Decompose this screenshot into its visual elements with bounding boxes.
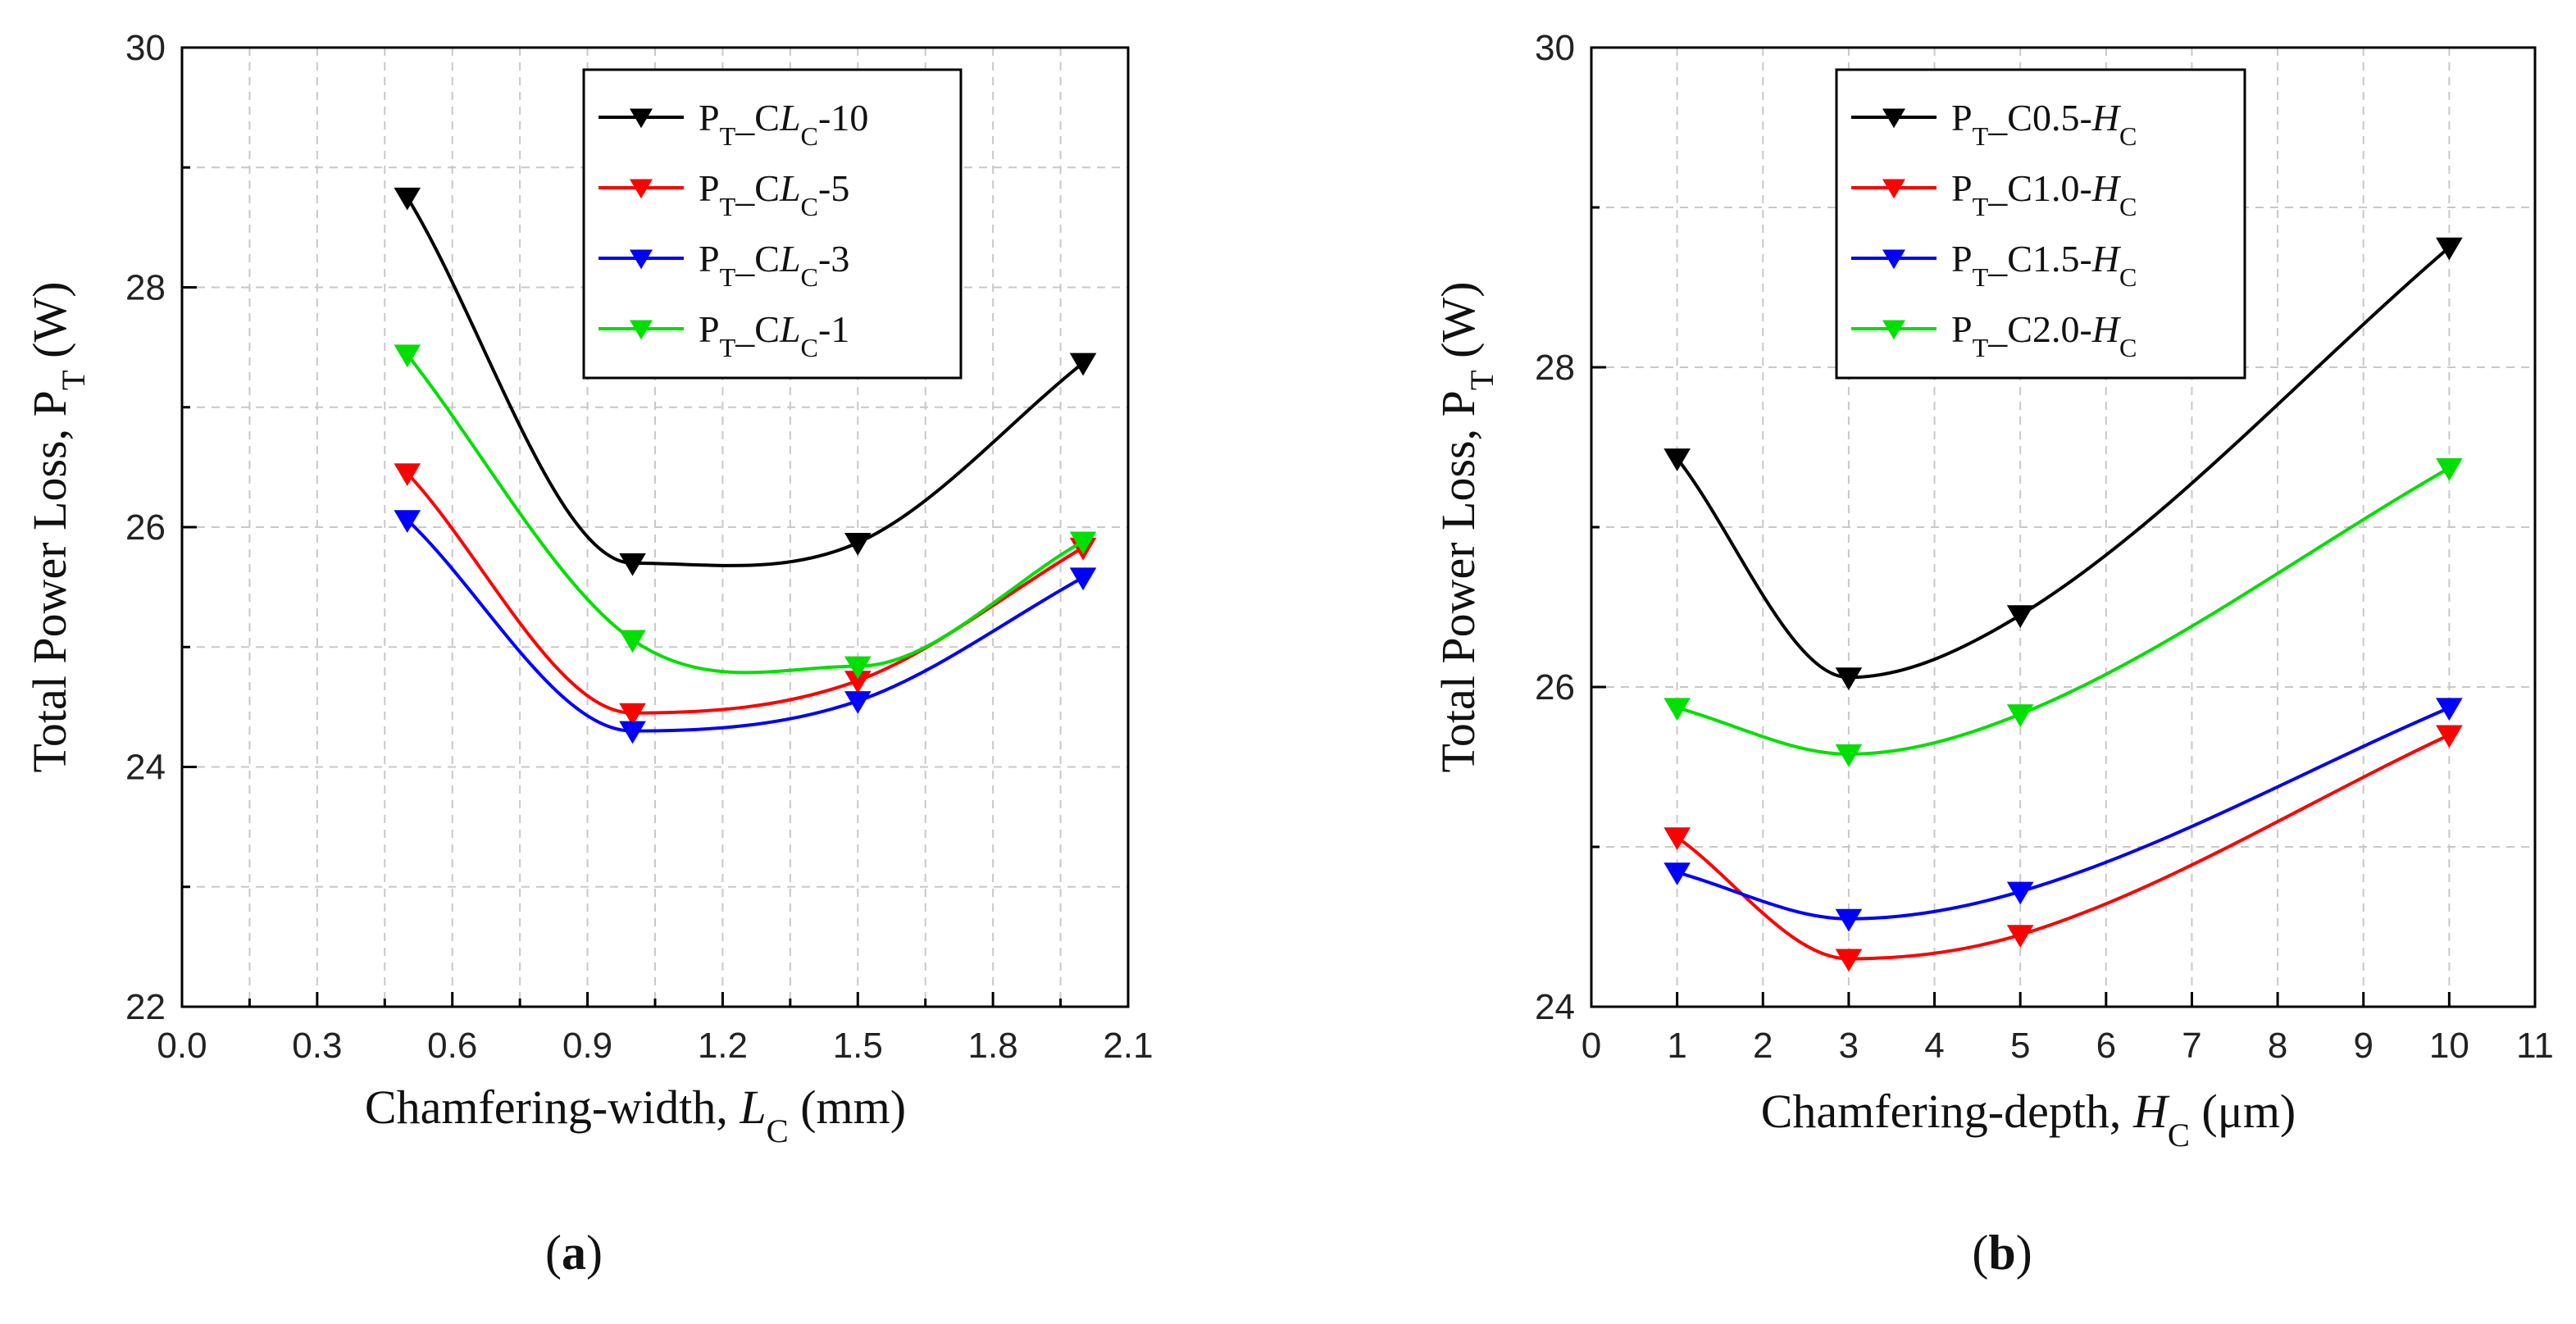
data-point-s3-3 xyxy=(2436,457,2463,481)
series-line-3 xyxy=(406,353,1085,675)
x-tick-label: 2.1 xyxy=(1103,1026,1153,1066)
legend-label-3: PT_CLC-1 xyxy=(699,308,849,362)
legend-marker-1 xyxy=(630,179,653,199)
data-point-s3-2 xyxy=(2006,704,2034,727)
legend-marker-0 xyxy=(1882,108,1905,129)
series-line-2 xyxy=(406,518,1085,733)
series-line-0 xyxy=(1676,246,2451,680)
data-point-s1-1 xyxy=(619,703,646,726)
legend: PT_CLC-10 PT_CLC-5 PT_CLC-3 PT_CLC-1 xyxy=(582,68,963,380)
chart-panel-a: 0.0 0.3 0.6 0.9 1.2 1.5 1.8 2.1 22 24 26 28 30 Chamfe… xyxy=(23,28,1154,1280)
series-line-1 xyxy=(1676,733,2451,961)
legend-marker-2 xyxy=(1882,249,1905,270)
y-tick-label: 24 xyxy=(1535,987,1575,1027)
legend-label-2: PT_C1.5-HC xyxy=(1951,238,2137,292)
data-point-s2-1 xyxy=(619,721,646,744)
x-tick-label: 0.0 xyxy=(157,1026,207,1066)
data-point-s0-1 xyxy=(619,553,646,576)
series-line-2 xyxy=(1677,706,2451,921)
x-axis-title: Chamfering-width, LC (mm) xyxy=(365,1081,906,1149)
legend-label-0: PT_C0.5-HC xyxy=(1951,97,2137,151)
data-point-s3-1 xyxy=(1835,744,1863,767)
data-point-s3-0 xyxy=(394,344,421,368)
chart-panel-b: 0 1 2 3 4 5 6 7 8 9 10 11 24 26 28 30 Chamfering-depth, … xyxy=(1431,28,2554,1280)
x-tick-label: 0 xyxy=(1582,1026,1601,1066)
x-tick-label: 7 xyxy=(2182,1026,2201,1066)
y-tick-label: 26 xyxy=(1535,667,1575,707)
data-point-s0-3 xyxy=(2436,237,2463,261)
x-tick-label: 8 xyxy=(2268,1026,2287,1066)
legend-label-3: PT_C2.0-HC xyxy=(1951,308,2137,362)
x-axis-title: Chamfering-depth, HC (μm) xyxy=(1761,1085,2296,1153)
data-point-s2-2 xyxy=(844,691,872,714)
data-point-s0-3 xyxy=(1069,353,1097,376)
data-point-s1-0 xyxy=(1663,827,1691,851)
x-tick-label: 6 xyxy=(2096,1026,2116,1066)
x-tick-label: 11 xyxy=(2516,1026,2554,1066)
y-tick-label: 24 xyxy=(125,748,166,788)
data-point-s2-0 xyxy=(1663,862,1691,885)
data-point-s2-3 xyxy=(2436,698,2463,721)
data-point-s0-2 xyxy=(844,533,872,556)
data-point-s0-0 xyxy=(1663,448,1691,471)
y-tick-label: 30 xyxy=(1535,28,1575,68)
x-tick-label: 1.5 xyxy=(833,1026,883,1066)
data-point-s2-2 xyxy=(2006,881,2034,905)
series-line-1 xyxy=(406,471,1085,715)
data-point-s2-1 xyxy=(1835,908,1863,932)
data-point-s2-0 xyxy=(394,510,421,533)
legend-marker-3 xyxy=(630,320,653,340)
data-point-s2-3 xyxy=(1069,567,1097,591)
x-tick-label: 10 xyxy=(2429,1026,2469,1066)
y-tick-label: 30 xyxy=(125,28,166,68)
y-tick-label: 28 xyxy=(125,268,166,308)
x-tick-label: 1 xyxy=(1667,1026,1686,1066)
data-point-s3-0 xyxy=(1663,698,1691,721)
x-tick-label: 3 xyxy=(1839,1026,1859,1066)
legend: PT_C0.5-HC PT_C1.0-HC PT_C1.5-HC PT_C2.0-HC xyxy=(1835,68,2246,380)
legend-marker-1 xyxy=(1882,179,1905,199)
y-axis-title: Total Power Loss, PT (W) xyxy=(1431,281,1500,772)
data-point-s1-0 xyxy=(394,463,421,486)
x-tick-label: 0.6 xyxy=(427,1026,477,1066)
x-tick-label: 9 xyxy=(2353,1026,2373,1066)
data-point-s1-3 xyxy=(2436,725,2463,748)
series-line-3 xyxy=(1677,466,2451,756)
data-point-s1-1 xyxy=(1835,949,1863,972)
data-point-s3-3 xyxy=(1069,531,1097,555)
y-axis-title: Total Power Loss, PT (W) xyxy=(23,281,92,772)
legend-label-2: PT_CLC-3 xyxy=(699,238,849,292)
x-tick-label: 2 xyxy=(1753,1026,1773,1066)
data-point-s3-1 xyxy=(619,630,646,653)
x-tick-label: 1.2 xyxy=(698,1026,748,1066)
x-tick-label: 5 xyxy=(2010,1026,2030,1066)
x-tick-label: 0.3 xyxy=(292,1026,342,1066)
legend-label-1: PT_CLC-5 xyxy=(699,167,849,221)
panel-label-b: (b) xyxy=(1972,1226,2032,1280)
x-tick-label: 1.8 xyxy=(968,1026,1018,1066)
data-point-s0-1 xyxy=(1835,667,1863,691)
legend-marker-0 xyxy=(630,108,653,129)
legend-label-1: PT_C1.0-HC xyxy=(1951,167,2137,221)
y-tick-label: 28 xyxy=(1535,348,1575,388)
x-tick-label: 4 xyxy=(1924,1026,1944,1066)
legend-box xyxy=(1835,68,2246,380)
data-point-s3-2 xyxy=(844,656,872,680)
data-point-s0-0 xyxy=(394,187,421,211)
y-tick-label: 22 xyxy=(125,987,166,1027)
legend-marker-2 xyxy=(630,249,653,270)
y-tick-label: 26 xyxy=(125,507,166,548)
panel-label-a: (a) xyxy=(545,1226,603,1280)
data-point-s0-2 xyxy=(2006,605,2034,628)
x-tick-label: 0.9 xyxy=(562,1026,612,1066)
legend-label-0: PT_CLC-10 xyxy=(699,97,868,151)
data-point-s1-2 xyxy=(2006,925,2034,948)
legend-marker-3 xyxy=(1882,320,1905,340)
series-line-0 xyxy=(406,196,1085,567)
